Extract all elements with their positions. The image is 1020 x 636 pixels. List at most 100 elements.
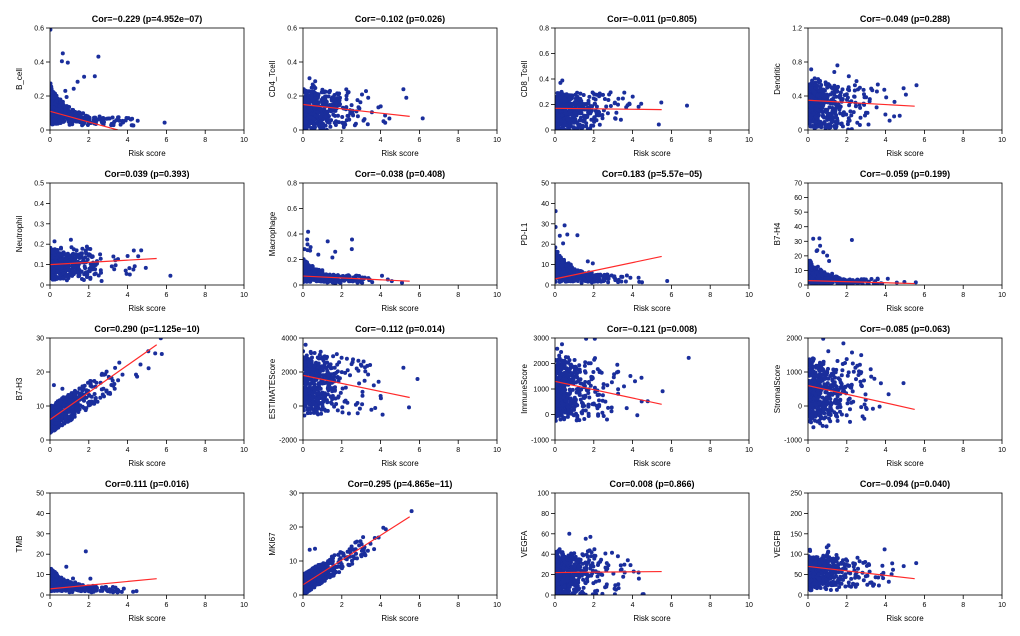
svg-text:30: 30 (541, 221, 549, 228)
svg-text:2: 2 (87, 292, 91, 299)
svg-text:0.4: 0.4 (34, 60, 44, 67)
scatter-panel-neutrophil: Cor=0.039 (p=0.393) 024681000.10.20.30.4… (10, 165, 250, 315)
y-axis-label: B_cell (15, 68, 24, 90)
svg-text:0: 0 (301, 292, 305, 299)
panel-title: Cor=0.039 (p=0.393) (104, 169, 189, 179)
svg-text:10: 10 (240, 292, 248, 299)
panel-neutrophil: Cor=0.039 (p=0.393) 024681000.10.20.30.4… (10, 165, 253, 316)
x-axis-label: Risk score (381, 614, 419, 623)
points (553, 532, 662, 597)
svg-text:4: 4 (883, 137, 887, 144)
svg-text:2: 2 (87, 137, 91, 144)
panel-immune: Cor=−0.121 (p=0.008) 0246810-10000100020… (515, 320, 758, 471)
svg-text:8: 8 (961, 292, 965, 299)
svg-text:0: 0 (545, 283, 549, 290)
svg-text:0.6: 0.6 (287, 26, 297, 33)
x-axis-label: Risk score (886, 459, 924, 468)
svg-text:60: 60 (794, 195, 802, 202)
svg-text:50: 50 (541, 181, 549, 188)
y-axis-label: StromalScore (773, 364, 782, 413)
svg-text:20: 20 (36, 370, 44, 377)
svg-text:0: 0 (798, 283, 802, 290)
y-axis-label: TMB (15, 536, 24, 553)
panel-title: Cor=−0.112 (p=0.014) (355, 324, 445, 334)
scatter-panel-tmb: Cor=0.111 (p=0.016) 024681001020304050Ri… (10, 475, 250, 625)
svg-text:2: 2 (87, 447, 91, 454)
scatter-panel-dendritic: Cor=−0.049 (p=0.288) 024681000.40.81.2Ri… (768, 10, 1008, 160)
points (806, 63, 919, 131)
svg-text:10: 10 (240, 447, 248, 454)
svg-text:10: 10 (493, 137, 501, 144)
svg-text:30: 30 (794, 239, 802, 246)
panel-title: Cor=−0.049 (p=0.288) (859, 14, 949, 24)
svg-text:0.8: 0.8 (539, 26, 549, 33)
svg-text:10: 10 (745, 292, 753, 299)
x-axis-label: Risk score (128, 304, 166, 313)
points (806, 337, 915, 430)
svg-text:0: 0 (293, 283, 297, 290)
svg-text:0: 0 (48, 137, 52, 144)
svg-text:0.4: 0.4 (792, 94, 802, 101)
panel-b7_h3: Cor=0.290 (p=1.125e−10) 02468100102030Ri… (10, 320, 253, 471)
points (301, 509, 414, 597)
svg-text:50: 50 (794, 210, 802, 217)
panel-title: Cor=−0.102 (p=0.026) (354, 14, 444, 24)
svg-text:0.4: 0.4 (34, 201, 44, 208)
svg-text:0.6: 0.6 (287, 206, 297, 213)
panel-title: Cor=−0.229 (p=4.952e−07) (92, 14, 203, 24)
x-axis-label: Risk score (381, 149, 419, 158)
panel-title: Cor=−0.011 (p=0.805) (607, 14, 697, 24)
panel-title: Cor=−0.059 (p=0.199) (859, 169, 949, 179)
svg-text:6: 6 (164, 447, 168, 454)
svg-text:0: 0 (545, 128, 549, 135)
svg-text:6: 6 (164, 137, 168, 144)
svg-text:0: 0 (806, 137, 810, 144)
svg-text:30: 30 (36, 336, 44, 343)
svg-text:10: 10 (36, 404, 44, 411)
panel-cd4_tcell: Cor=−0.102 (p=0.026) 024681000.20.40.6Ri… (263, 10, 506, 161)
x-axis-label: Risk score (886, 614, 924, 623)
panel-title: Cor=−0.038 (p=0.408) (354, 169, 444, 179)
svg-text:0.8: 0.8 (792, 60, 802, 67)
svg-text:0: 0 (48, 447, 52, 454)
svg-text:6: 6 (669, 292, 673, 299)
svg-text:0.6: 0.6 (539, 51, 549, 58)
y-axis-label: VEGFA (520, 530, 529, 557)
x-axis-label: Risk score (381, 459, 419, 468)
svg-text:4: 4 (883, 292, 887, 299)
svg-text:4: 4 (631, 137, 635, 144)
panel-title: Cor=0.111 (p=0.016) (105, 479, 189, 489)
x-axis-label: Risk score (633, 459, 671, 468)
svg-text:10: 10 (998, 292, 1006, 299)
y-axis-label: B7-H4 (773, 222, 782, 245)
scatter-panel-estimate: Cor=−0.112 (p=0.014) 0246810-20000200040… (263, 320, 503, 470)
svg-text:0.5: 0.5 (34, 181, 44, 188)
svg-text:0.4: 0.4 (539, 77, 549, 84)
svg-text:10: 10 (794, 268, 802, 275)
svg-text:10: 10 (745, 137, 753, 144)
svg-text:1.2: 1.2 (792, 26, 802, 33)
svg-text:0.2: 0.2 (287, 257, 297, 264)
panel-title: Cor=0.290 (p=1.125e−10) (94, 324, 199, 334)
svg-text:10: 10 (493, 292, 501, 299)
scatter-panel-macrophage: Cor=−0.038 (p=0.408) 024681000.20.40.60.… (263, 165, 503, 315)
svg-text:0.2: 0.2 (34, 94, 44, 101)
points (553, 337, 691, 423)
panel-title: Cor=0.295 (p=4.865e−11) (347, 479, 452, 489)
scatter-panel-b7_h3: Cor=0.290 (p=1.125e−10) 02468100102030Ri… (10, 320, 250, 470)
svg-text:0.4: 0.4 (287, 60, 297, 67)
y-axis-label: ESTIMATEScore (268, 358, 277, 419)
svg-text:4: 4 (126, 447, 130, 454)
svg-text:0: 0 (40, 283, 44, 290)
svg-text:20: 20 (794, 253, 802, 260)
svg-text:4: 4 (631, 292, 635, 299)
svg-text:0: 0 (798, 128, 802, 135)
panel-title: Cor=0.008 (p=0.866) (609, 479, 694, 489)
svg-text:0.2: 0.2 (34, 242, 44, 249)
points (301, 230, 410, 285)
svg-text:0: 0 (40, 128, 44, 135)
y-axis-label: PD-L1 (520, 222, 529, 245)
svg-text:70: 70 (794, 181, 802, 188)
svg-text:2: 2 (844, 292, 848, 299)
svg-text:6: 6 (417, 292, 421, 299)
